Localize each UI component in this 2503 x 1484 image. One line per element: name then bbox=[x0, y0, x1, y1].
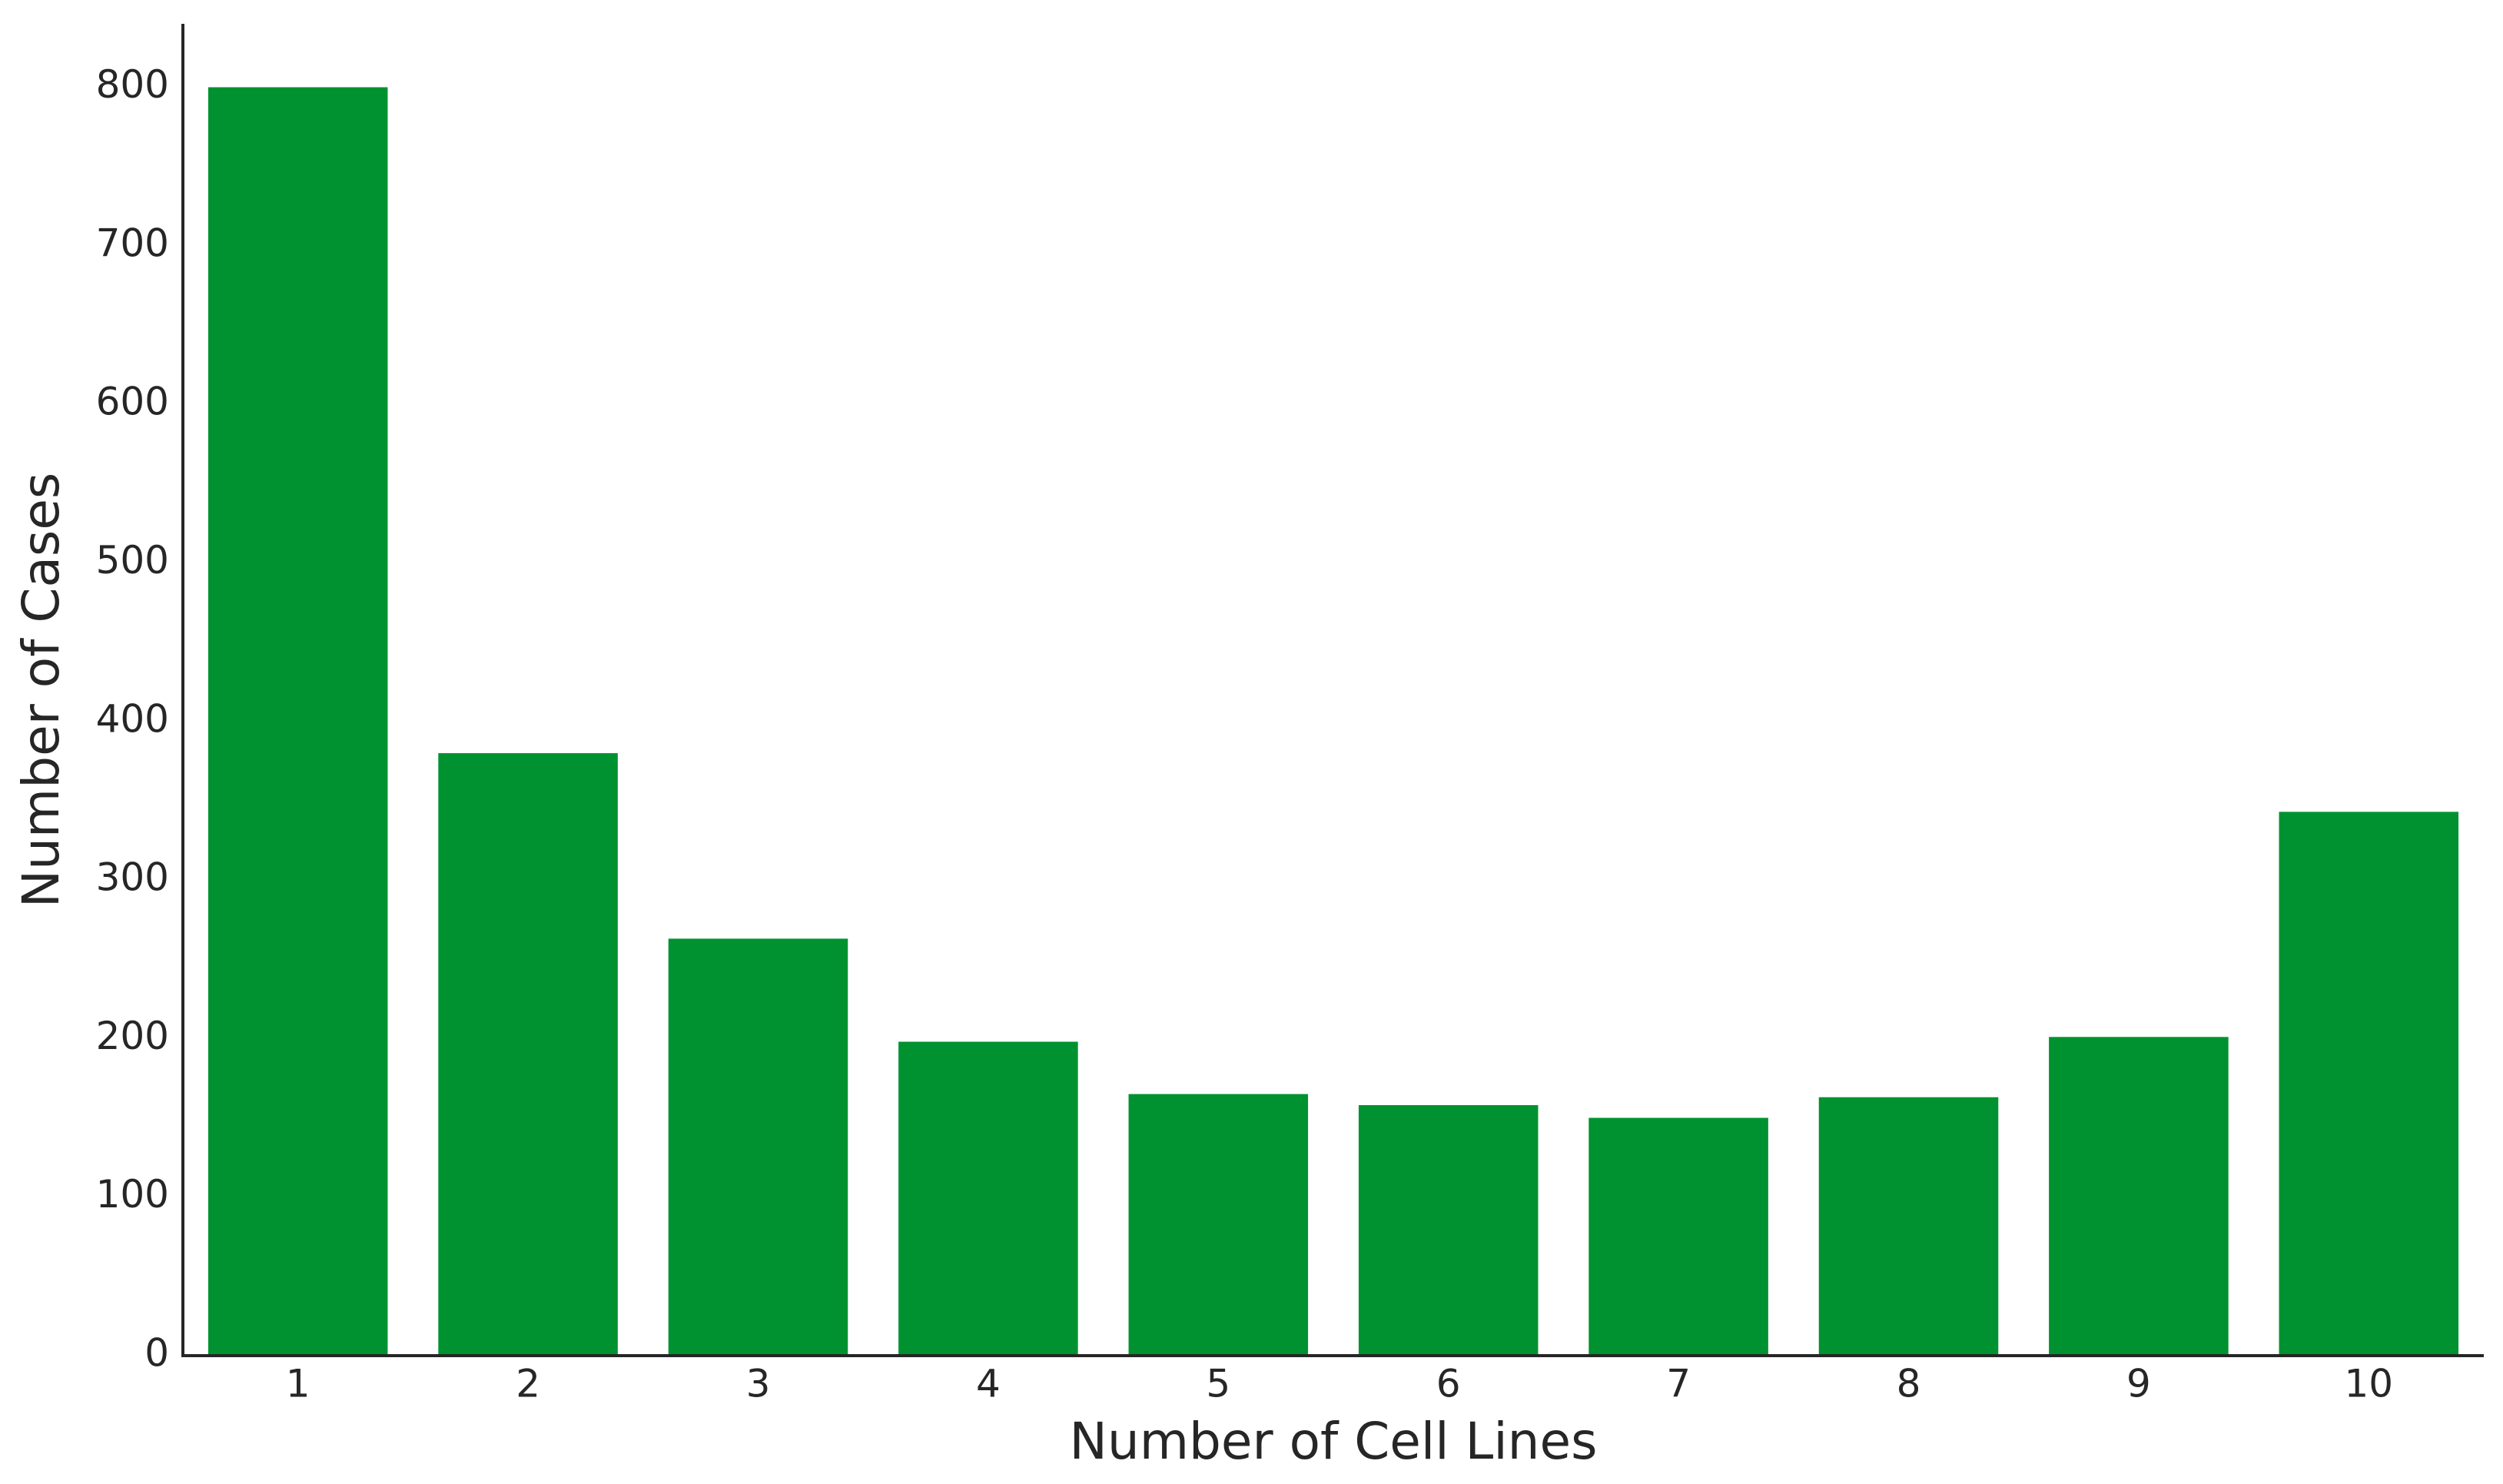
y-tick-label: 500 bbox=[96, 538, 169, 583]
bar bbox=[1358, 1105, 1539, 1356]
bar bbox=[2279, 812, 2459, 1356]
bar bbox=[898, 1041, 1078, 1356]
x-tick-label: 10 bbox=[2344, 1362, 2393, 1406]
bar bbox=[1588, 1117, 1768, 1356]
x-tick-label: 4 bbox=[976, 1362, 1001, 1406]
x-tick-label: 8 bbox=[1897, 1362, 1921, 1406]
y-tick-label: 0 bbox=[144, 1331, 169, 1376]
y-tick-label: 600 bbox=[96, 380, 169, 424]
x-axis-label: Number of Cell Lines bbox=[1070, 1412, 1598, 1471]
y-tick-label: 800 bbox=[96, 62, 169, 107]
x-tick-label: 7 bbox=[1666, 1362, 1691, 1406]
x-tick-label: 6 bbox=[1436, 1362, 1461, 1406]
bar bbox=[2049, 1037, 2229, 1356]
y-tick-label: 200 bbox=[96, 1014, 169, 1058]
bar bbox=[1818, 1097, 1999, 1356]
x-tick-label: 3 bbox=[746, 1362, 771, 1406]
bar bbox=[668, 938, 848, 1356]
y-tick-label: 400 bbox=[96, 696, 169, 741]
bar bbox=[438, 753, 618, 1356]
x-tick-label: 5 bbox=[1206, 1362, 1230, 1406]
bar bbox=[1128, 1094, 1309, 1356]
x-tick-label: 1 bbox=[286, 1362, 310, 1406]
x-tick-label: 2 bbox=[516, 1362, 540, 1406]
y-tick-label: 100 bbox=[96, 1172, 169, 1217]
y-axis-label: Number of Cases bbox=[12, 473, 71, 908]
y-tick-label: 300 bbox=[96, 855, 169, 900]
x-tick-label: 9 bbox=[2126, 1362, 2151, 1406]
bar bbox=[207, 87, 388, 1356]
y-tick-label: 700 bbox=[96, 221, 169, 265]
